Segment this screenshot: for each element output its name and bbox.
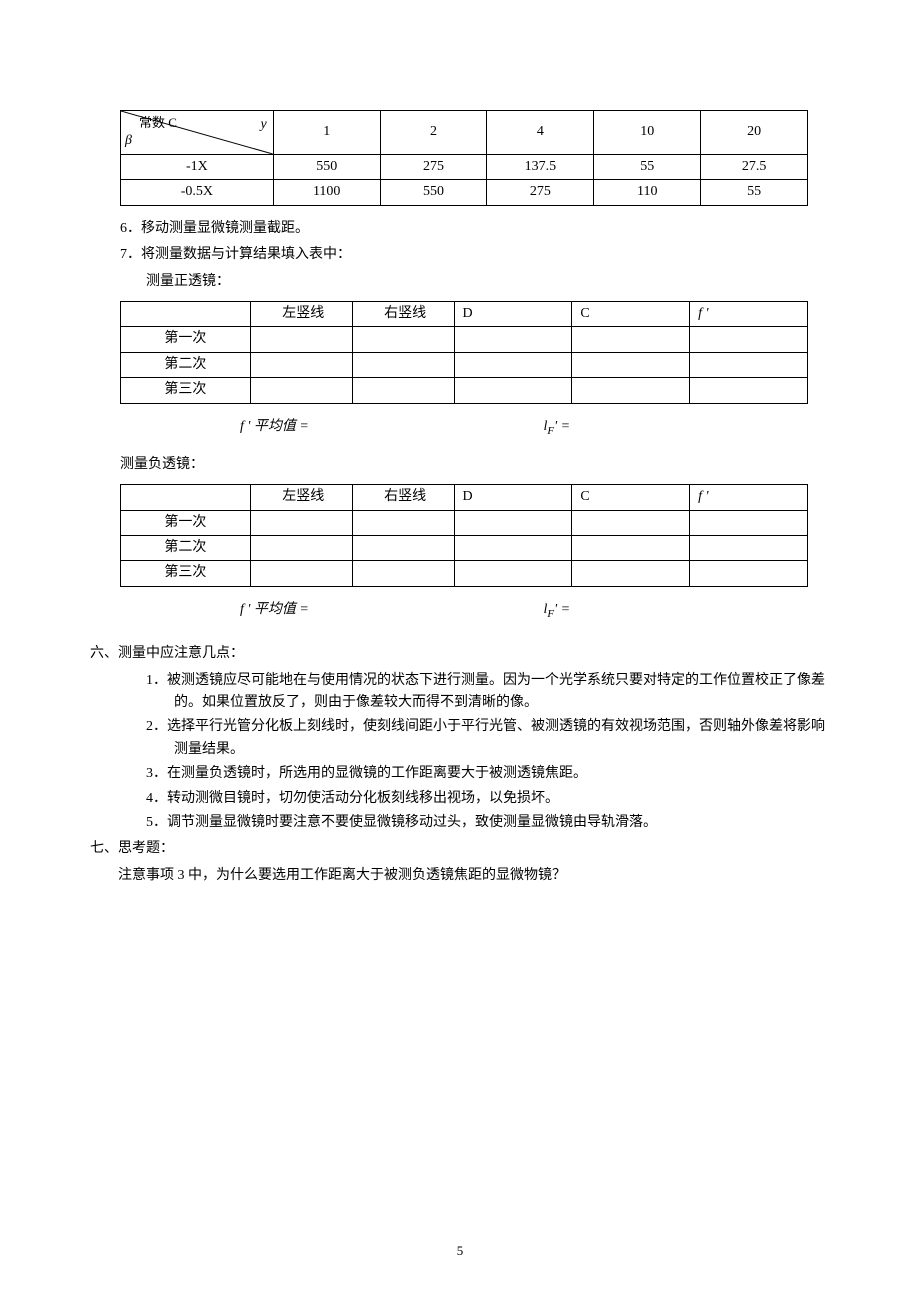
t1-cell: 275 [487,180,594,205]
note-item: 4．转动测微目镜时，切勿使活动分化板刻线移出视场，以免损坏。 [146,788,830,810]
t2-cell [352,378,454,403]
t1-row-label: -0.5X [121,180,274,205]
diag-bot-label: β [125,130,132,152]
t2-head-right: 右竖线 [352,485,454,510]
step-6: 6．移动测量显微镜测量截距。 [120,218,830,240]
t2-cell [572,536,690,561]
t2-cell [352,352,454,377]
t2-cell [690,352,808,377]
t2-cell [454,510,572,535]
t1-head: 20 [701,111,808,155]
diag-header-cell: 常数 C y β [121,111,274,155]
t2-cell [690,378,808,403]
t1-cell: 137.5 [487,155,594,180]
t2-head-c: C [572,301,690,326]
note-item: 1．被测透镜应尽可能地在与使用情况的状态下进行测量。因为一个光学系统只要对特定的… [146,670,830,715]
t1-head: 2 [380,111,487,155]
measure-neg-label: 测量负透镜： [120,454,830,476]
t2-cell [352,327,454,352]
t2-head-left: 左竖线 [250,301,352,326]
section-6-title: 六、测量中应注意几点： [90,643,830,665]
section-7-title: 七、思考题： [90,838,830,860]
t2-cell [572,327,690,352]
t2-cell [690,561,808,586]
t2-cell [454,327,572,352]
t1-cell: 55 [701,180,808,205]
t1-cell: 1100 [273,180,380,205]
t2-cell [572,352,690,377]
page-number: 5 [0,1241,920,1262]
note-item: 5．调节测量显微镜时要注意不要使显微镜移动过头，致使测量显微镜由导轨滑落。 [146,812,830,834]
t2-head-c: C [572,485,690,510]
t1-cell: 550 [380,180,487,205]
t1-head: 1 [273,111,380,155]
t2-cell [250,327,352,352]
t2-cell [352,536,454,561]
equation-line-pos: f ' 平均值 = lF' = [240,416,830,440]
document-page: 常数 C y β 1 2 4 10 20 -1X 550 275 137.5 5… [0,0,920,1302]
t2-head-f: f ' [690,485,808,510]
t2-cell [572,561,690,586]
t2-cell [690,510,808,535]
t1-cell: 110 [594,180,701,205]
t2-cell [454,536,572,561]
t1-head: 10 [594,111,701,155]
t2-row-label: 第一次 [121,510,251,535]
t2-head-right: 右竖线 [352,301,454,326]
t2-row-label: 第二次 [121,352,251,377]
measurement-table-negative: 左竖线 右竖线 D C f ' 第一次 第二次 第三次 [120,484,808,587]
equation-line-neg: f ' 平均值 = lF' = [240,599,830,623]
t2-blank [121,301,251,326]
t2-head-f: f ' [690,301,808,326]
t2-blank [121,485,251,510]
t2-cell [454,352,572,377]
t2-row-label: 第二次 [121,536,251,561]
t2-row-label: 第一次 [121,327,251,352]
t2-head-left: 左竖线 [250,485,352,510]
t1-cell: 550 [273,155,380,180]
measurement-table-positive: 左竖线 右竖线 D C f ' 第一次 第二次 第三次 [120,301,808,404]
t2-head-d: D [454,301,572,326]
t2-cell [454,561,572,586]
t2-cell [250,561,352,586]
t2-cell [572,510,690,535]
diag-top-label: 常数 C [139,113,177,134]
t2-cell [352,510,454,535]
question-text: 注意事项 3 中，为什么要选用工作距离大于被测负透镜焦距的显微物镜？ [118,865,830,887]
t1-row-label: -1X [121,155,274,180]
t2-cell [250,378,352,403]
note-item: 2．选择平行光管分化板上刻线时，使刻线间距小于平行光管、被测透镜的有效视场范围，… [146,716,830,761]
t2-cell [454,378,572,403]
t2-cell [690,536,808,561]
t2-cell [572,378,690,403]
t2-cell [250,536,352,561]
t2-head-d: D [454,485,572,510]
t2-cell [250,352,352,377]
t1-head: 4 [487,111,594,155]
t2-cell [352,561,454,586]
t2-row-label: 第三次 [121,378,251,403]
step-7: 7．将测量数据与计算结果填入表中： [120,244,830,266]
note-item: 3．在测量负透镜时，所选用的显微镜的工作距离要大于被测透镜焦距。 [146,763,830,785]
t2-cell [250,510,352,535]
t1-cell: 27.5 [701,155,808,180]
t1-cell: 55 [594,155,701,180]
t2-cell [690,327,808,352]
measure-pos-label: 测量正透镜： [146,271,830,293]
t1-cell: 275 [380,155,487,180]
diag-right-label: y [261,114,267,136]
constants-table: 常数 C y β 1 2 4 10 20 -1X 550 275 137.5 5… [120,110,808,206]
t2-row-label: 第三次 [121,561,251,586]
